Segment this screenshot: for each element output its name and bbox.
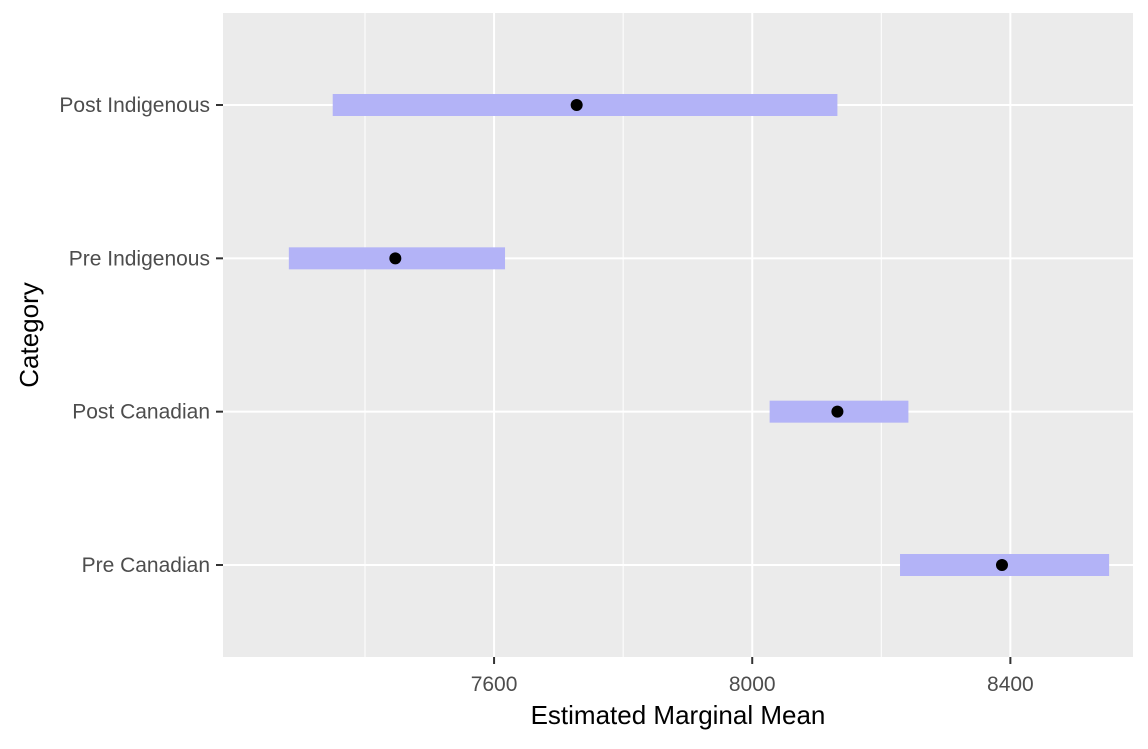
estimate-point — [831, 405, 844, 418]
x-tick-label: 8400 — [987, 673, 1034, 696]
y-tick-label: Post Indigenous — [59, 94, 210, 117]
y-axis: Post Indigenous Pre Indigenous Post Canadi… — [59, 94, 223, 577]
y-tick-label: Pre Indigenous — [69, 247, 210, 270]
plot-panel — [223, 13, 1133, 657]
estimate-point — [570, 99, 583, 111]
y-tick-label: Pre Canadian — [82, 554, 210, 577]
minor-gridlines — [364, 13, 882, 657]
x-tick-label: 8000 — [729, 673, 776, 696]
x-axis-title: Estimated Marginal Mean — [531, 700, 826, 730]
interval-bar — [332, 94, 838, 116]
x-axis: 7600 8000 8400 — [471, 657, 1034, 696]
estimate-points — [389, 99, 1008, 571]
estimate-point — [389, 252, 402, 265]
estimate-point — [995, 559, 1008, 571]
y-axis-title: Category — [14, 282, 44, 388]
y-tick-label: Post Canadian — [72, 401, 210, 424]
x-tick-label: 7600 — [471, 673, 518, 696]
